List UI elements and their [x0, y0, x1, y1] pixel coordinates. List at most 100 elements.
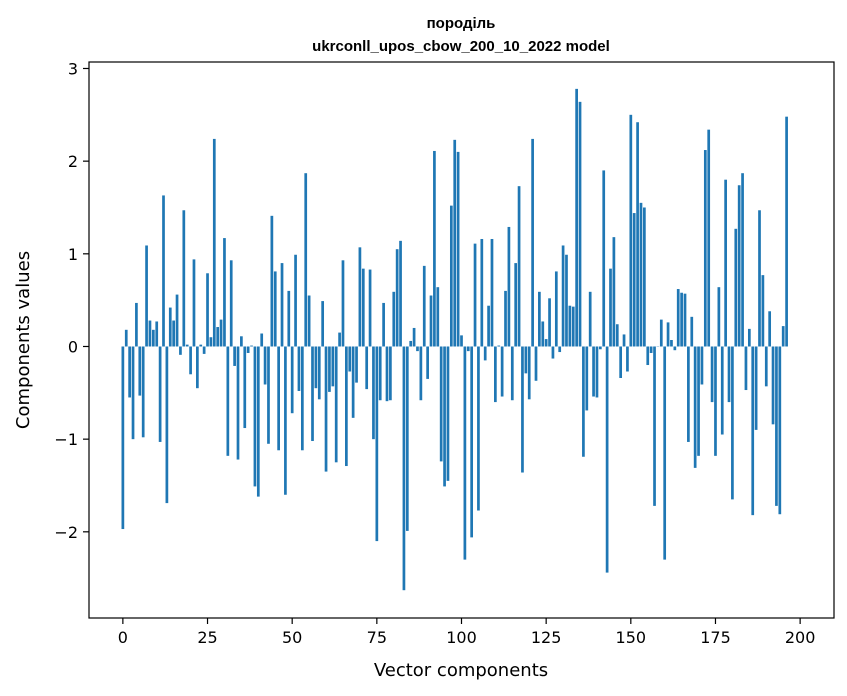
- bar-149: [626, 346, 629, 372]
- bar-112: [500, 346, 504, 397]
- chart-title: породіль: [427, 15, 496, 32]
- bar-46: [277, 346, 280, 451]
- bar-71: [361, 268, 365, 347]
- bar-155: [646, 346, 650, 366]
- bar-33: [233, 346, 236, 366]
- bar-43: [267, 346, 270, 444]
- bar-95: [443, 346, 446, 487]
- bar-157: [653, 346, 656, 506]
- bar-17: [179, 346, 182, 355]
- bar-0: [121, 346, 125, 530]
- bar-11: [158, 346, 162, 442]
- bar-180: [731, 346, 734, 500]
- bar-65: [341, 260, 345, 347]
- bar-72: [365, 346, 369, 390]
- ticks-group: 0 25 50 75 100 125 150 175 200 −2 −1 0 1 2 3: [54, 59, 815, 647]
- bar-98: [453, 139, 457, 347]
- bar-15: [172, 320, 176, 347]
- y-axis-label: Components values: [13, 251, 34, 429]
- bar-23: [199, 344, 203, 347]
- bar-115: [510, 346, 514, 401]
- bar-126: [548, 298, 551, 347]
- bar-144: [609, 268, 612, 347]
- bar-45: [273, 271, 277, 347]
- bar-146: [615, 324, 619, 347]
- bar-55: [307, 295, 311, 347]
- bar-57: [314, 346, 318, 389]
- bar-190: [764, 346, 768, 387]
- bar-14: [168, 307, 172, 347]
- x-tick-label: 0: [118, 628, 128, 647]
- bar-107: [483, 346, 487, 361]
- bar-61: [328, 346, 331, 392]
- bar-132: [568, 305, 572, 347]
- bar-124: [541, 321, 545, 347]
- x-tick-label: 150: [616, 628, 647, 647]
- bar-53: [300, 346, 304, 451]
- bar-41: [260, 333, 264, 347]
- bar-145: [612, 237, 616, 347]
- bar-64: [338, 332, 341, 347]
- bar-89: [422, 265, 426, 347]
- bar-92: [433, 150, 436, 347]
- bar-66: [345, 346, 348, 467]
- bar-137: [585, 346, 589, 411]
- bar-73: [368, 269, 372, 347]
- bar-138: [588, 291, 592, 347]
- bar-106: [480, 238, 484, 347]
- bar-119: [524, 346, 528, 374]
- bar-39: [253, 346, 257, 487]
- bar-21: [192, 259, 196, 347]
- bar-188: [758, 210, 761, 347]
- bar-193: [775, 346, 778, 506]
- bar-192: [771, 346, 775, 425]
- bar-6: [141, 346, 145, 438]
- bar-183: [741, 173, 744, 347]
- bar-58: [317, 346, 321, 400]
- bar-91: [429, 295, 433, 347]
- chart-subtitle: ukrconll_upos_cbow_200_10_2022 model: [312, 38, 610, 55]
- bar-62: [331, 346, 335, 387]
- bar-179: [727, 346, 731, 403]
- bar-147: [619, 346, 623, 378]
- bar-116: [514, 263, 518, 347]
- bar-42: [263, 346, 267, 385]
- bar-13: [165, 346, 169, 504]
- bar-9: [151, 329, 155, 347]
- bar-174: [710, 346, 714, 403]
- bar-70: [358, 247, 362, 347]
- bar-22: [196, 346, 199, 389]
- bar-153: [639, 202, 643, 347]
- bars-group: [121, 88, 788, 591]
- bar-178: [724, 179, 727, 347]
- bar-47: [280, 263, 284, 347]
- bar-35: [240, 336, 243, 347]
- bar-19: [185, 344, 189, 347]
- bar-154: [643, 207, 646, 347]
- bar-102: [466, 346, 470, 352]
- bar-24: [202, 346, 206, 354]
- bar-166: [683, 293, 687, 347]
- bar-182: [737, 185, 741, 347]
- bar-186: [751, 346, 755, 516]
- bar-67: [348, 346, 352, 372]
- bar-32: [229, 260, 233, 347]
- bar-195: [781, 326, 785, 347]
- bar-2: [128, 346, 131, 398]
- bar-63: [334, 346, 338, 463]
- bar-111: [497, 345, 501, 347]
- bar-165: [680, 292, 683, 347]
- bar-83: [402, 346, 406, 591]
- bar-51: [294, 254, 297, 347]
- bar-85: [409, 340, 413, 347]
- bar-90: [426, 346, 429, 379]
- bar-68: [351, 346, 355, 418]
- bar-26: [209, 337, 213, 347]
- bar-28: [216, 327, 220, 347]
- x-tick-label: 50: [282, 628, 302, 647]
- bar-108: [487, 305, 490, 347]
- bar-49: [287, 290, 291, 347]
- y-tick-label: 1: [68, 245, 78, 264]
- bar-86: [412, 327, 416, 347]
